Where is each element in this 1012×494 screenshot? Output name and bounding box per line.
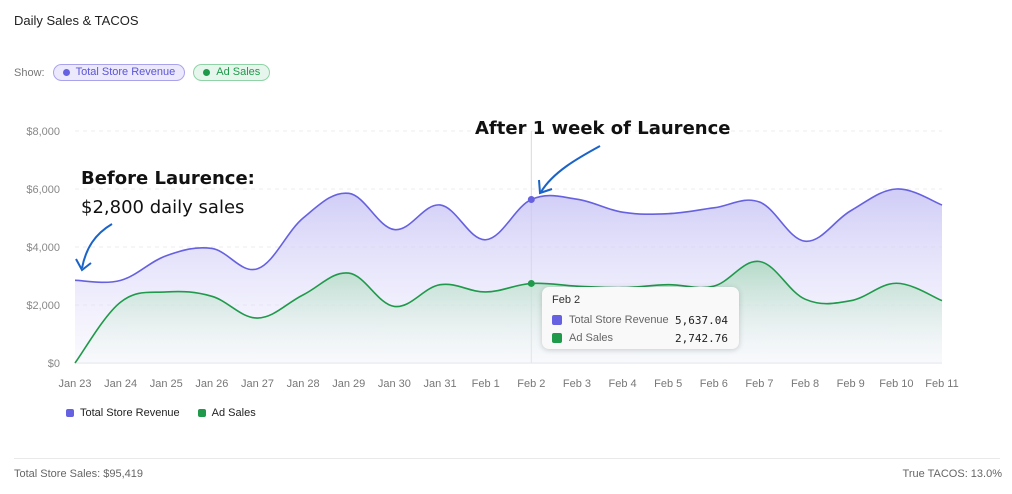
legend-label: Total Store Revenue [80, 407, 180, 419]
x-tick-label: Jan 31 [424, 378, 457, 390]
chart-title: Daily Sales & TACOS [14, 13, 139, 28]
x-tick-label: Jan 27 [241, 378, 274, 390]
x-tick-label: Feb 4 [609, 378, 637, 390]
x-tick-label: Jan 24 [104, 378, 137, 390]
tooltip-series-value: 2,742.76 [675, 331, 728, 345]
x-tick-label: Feb 1 [472, 378, 500, 390]
ad-sales-legend-icon [197, 409, 206, 417]
annotation-before-line2: $2,800 daily sales [81, 197, 244, 218]
annotation-before-line1: Before Laurence: [81, 168, 255, 189]
y-tick-label: $0 [48, 358, 60, 370]
toggle-ad-sales[interactable]: Ad Sales [193, 64, 271, 81]
total-store-revenue-highlight-point [527, 196, 535, 204]
x-tick-label: Feb 6 [700, 378, 728, 390]
x-tick-label: Feb 5 [654, 378, 682, 390]
series-toggle-row: Show: Total Store Revenue Ad Sales [14, 64, 271, 81]
annotation-after-arrowhead [538, 179, 553, 195]
total-store-sales: Total Store Sales: $95,419 [14, 468, 144, 480]
x-tick-label: Feb 7 [745, 378, 773, 390]
total-store-revenue-line [74, 188, 943, 284]
x-tick-label: Jan 23 [58, 378, 91, 390]
chart-tooltip: Feb 2 Total Store Revenue 5,637.04 Ad Sa… [542, 287, 739, 349]
legend-item-total-store-revenue[interactable]: Total Store Revenue [66, 407, 180, 419]
annotation-before-arrow [81, 223, 113, 269]
x-tick-label: Feb 11 [925, 378, 958, 390]
ad-sales-highlight-point [527, 279, 535, 287]
revenue-dot-icon [62, 69, 70, 76]
ad-sales-square-icon [552, 333, 562, 343]
tooltip-date: Feb 2 [552, 294, 581, 306]
toggle-label: Total Store Revenue [75, 66, 176, 78]
x-tick-label: Feb 9 [837, 378, 865, 390]
tooltip-series-name: Ad Sales [569, 332, 614, 344]
y-tick-label: $2,000 [26, 300, 60, 312]
x-tick-label: Jan 30 [378, 378, 411, 390]
x-tick-label: Feb 3 [563, 378, 591, 390]
x-tick-label: Jan 25 [150, 378, 183, 390]
toggle-total-store-revenue[interactable]: Total Store Revenue [52, 64, 186, 81]
ad-sales-dot-icon [203, 69, 211, 76]
x-tick-label: Feb 10 [879, 378, 913, 390]
revenue-square-icon [552, 315, 562, 325]
tooltip-series-value: 5,637.04 [675, 313, 728, 327]
annotation-after: After 1 week of Laurence [475, 118, 730, 139]
ad-sales-line [74, 260, 943, 364]
legend-label: Ad Sales [211, 407, 256, 419]
x-tick-label: Jan 26 [195, 378, 228, 390]
x-tick-label: Feb 2 [517, 378, 545, 390]
x-tick-label: Jan 29 [332, 378, 365, 390]
revenue-legend-icon [66, 409, 74, 417]
x-tick-label: Jan 28 [287, 378, 320, 390]
tooltip-row-ad-sales: Ad Sales 2,742.76 [552, 331, 734, 345]
legend-item-ad-sales[interactable]: Ad Sales [197, 407, 256, 419]
tooltip-series-name: Total Store Revenue [569, 314, 669, 326]
x-tick-label: Feb 8 [791, 378, 819, 390]
chart-legend: Total Store Revenue Ad Sales [66, 407, 256, 419]
y-tick-label: $6,000 [26, 184, 60, 196]
y-tick-label: $8,000 [26, 126, 60, 138]
footer-divider [14, 458, 1000, 459]
toggle-label: Ad Sales [216, 66, 261, 78]
show-label: Show: [14, 66, 45, 79]
annotation-before-arrowhead [75, 258, 92, 272]
sales-chart[interactable]: $0 $2,000 $4,000 $6,000 $8,000 Jan 23 Jan 24 Ja… [0, 0, 1012, 400]
y-tick-label: $4,000 [26, 242, 60, 254]
true-tacos: True TACOS: 13.0% [902, 468, 1002, 480]
annotation-after-arrow [540, 145, 601, 193]
tooltip-row-revenue: Total Store Revenue 5,637.04 [552, 313, 734, 327]
